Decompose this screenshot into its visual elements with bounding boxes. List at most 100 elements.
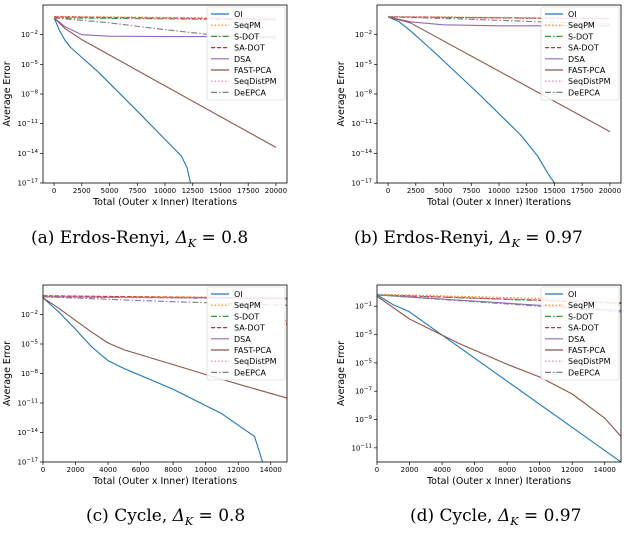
caption-a: (a) Erdos-Renyi, ΔK = 0.8: [31, 228, 248, 250]
y-tick-label: 10−11: [17, 119, 38, 128]
y-axis-label: Average Error: [336, 61, 347, 126]
y-axis-label: Average Error: [2, 61, 13, 126]
x-tick-label: 14000: [594, 466, 616, 474]
x-tick-label: 15000: [543, 187, 565, 195]
x-tick-label: 2500: [407, 187, 425, 195]
legend-label-dsa: DSA: [568, 55, 585, 64]
series-line-sa-dot: [377, 294, 621, 304]
y-tick-label: 10−11: [351, 443, 372, 452]
y-tick-label: 10−14: [17, 428, 38, 437]
legend-label-seqdistpm: SeqDistPM: [234, 77, 277, 86]
legend-label-seqdistpm: SeqDistPM: [568, 357, 611, 366]
x-tick-label: 6000: [132, 466, 150, 474]
legend-label-oi: OI: [568, 290, 577, 299]
series-line-sa-dot: [54, 16, 276, 20]
series-line-fast-pca: [377, 295, 621, 437]
x-axis-label: Total (Outer x Inner) Iterations: [92, 197, 237, 208]
x-axis-label: Total (Outer x Inner) Iterations: [92, 476, 237, 487]
x-tick-label: 10000: [154, 187, 176, 195]
y-tick-label: 10−2: [21, 310, 38, 319]
y-axis-label: Average Error: [2, 341, 13, 406]
legend-label-seqpm: SeqPM: [568, 301, 595, 310]
legend-label-s-dot: S-DOT: [234, 32, 259, 41]
panel-a: 0 2500 5000 7500 10000 12500 15000 17500 20000 10…: [2, 4, 288, 208]
x-tick-label: 7500: [128, 187, 146, 195]
x-tick-label: 12000: [227, 466, 249, 474]
x-tick-label: 17500: [237, 187, 259, 195]
x-tick-label: 8000: [498, 466, 516, 474]
y-tick-label: 10−8: [355, 90, 373, 99]
legend-label-sa-dot: SA-DOT: [234, 324, 265, 333]
legend-label-oi: OI: [234, 290, 243, 299]
legend-label-oi: OI: [568, 10, 577, 19]
legend-label-oi: OI: [234, 10, 243, 19]
series-line-oi: [43, 297, 264, 462]
legend-label-sa-dot: SA-DOT: [568, 324, 599, 333]
series-line-sa-dot: [388, 16, 610, 20]
panel-d: 0 2000 4000 6000 8000 10000 12000 14000 10−1 10−3…: [336, 284, 622, 487]
y-tick-label: 10−14: [351, 149, 372, 158]
y-tick-label: 10−5: [21, 60, 39, 69]
legend-label-deepca: DeEPCA: [568, 368, 601, 377]
series-line-fast-pca: [43, 297, 287, 399]
y-tick-label: 10−3: [355, 330, 373, 339]
y-tick-label: 10−1: [355, 302, 372, 311]
x-tick-label: 20000: [265, 187, 287, 195]
legend: OI SeqPM S-DOT SA-DOT DSA FAST-PCA SeqDistPM De…: [206, 6, 286, 101]
y-axis-label: Average Error: [336, 341, 347, 406]
legend-label-dsa: DSA: [234, 55, 251, 64]
caption-c: (c) Cycle, ΔK = 0.8: [86, 506, 245, 528]
y-tick-label: 10−8: [21, 369, 39, 378]
x-tick-label: 14000: [260, 466, 282, 474]
y-tick-label: 10−17: [17, 179, 38, 188]
x-tick-label: 4000: [99, 466, 117, 474]
legend-label-fast-pca: FAST-PCA: [234, 66, 272, 75]
x-tick-label: 10000: [195, 466, 217, 474]
x-tick-label: 12000: [561, 466, 583, 474]
x-tick-label: 6000: [466, 466, 484, 474]
legend-label-deepca: DeEPCA: [568, 88, 601, 97]
x-tick-label: 0: [41, 466, 45, 474]
axes-frame: [376, 284, 622, 463]
x-tick-label: 5000: [101, 187, 119, 195]
y-tick-label: 10−5: [355, 60, 373, 69]
legend-label-fast-pca: FAST-PCA: [234, 346, 272, 355]
series-line-fast-pca: [53, 17, 277, 148]
legend: OI SeqPM S-DOT SA-DOT DSA FAST-PCA SeqDistPM De…: [540, 6, 620, 101]
x-tick-label: 0: [52, 187, 56, 195]
y-tick-label: 10−5: [355, 358, 373, 367]
legend-label-deepca: DeEPCA: [234, 88, 267, 97]
y-tick-label: 10−8: [21, 90, 39, 99]
series-line-dsa: [53, 17, 276, 38]
series-line-oi: [53, 17, 192, 183]
caption-b: (b) Erdos-Renyi, ΔK = 0.97: [354, 228, 583, 250]
legend-label-seqpm: SeqPM: [234, 21, 261, 30]
y-tick-label: 10−2: [21, 30, 38, 39]
legend-label-fast-pca: FAST-PCA: [568, 66, 606, 75]
legend-label-seqpm: SeqPM: [234, 301, 261, 310]
legend-label-dsa: DSA: [568, 335, 585, 344]
legend-label-dsa: DSA: [234, 335, 251, 344]
legend-label-sa-dot: SA-DOT: [568, 44, 599, 53]
x-tick-label: 10000: [488, 187, 510, 195]
x-tick-label: 10000: [529, 466, 551, 474]
y-tick-label: 10−11: [351, 119, 372, 128]
legend: OI SeqPM S-DOT SA-DOT DSA FAST-PCA SeqDistPM De…: [540, 286, 620, 381]
x-tick-label: 20000: [599, 187, 621, 195]
series-line-oi: [387, 16, 555, 183]
legend-label-sa-dot: SA-DOT: [234, 44, 265, 53]
x-tick-label: 2500: [73, 187, 91, 195]
x-tick-label: 2000: [401, 466, 419, 474]
legend-label-s-dot: S-DOT: [568, 312, 593, 321]
x-axis-label: Total (Outer x Inner) Iterations: [426, 476, 571, 487]
x-tick-label: 7500: [462, 187, 480, 195]
legend-label-s-dot: S-DOT: [568, 32, 593, 41]
legend-label-s-dot: S-DOT: [234, 312, 259, 321]
x-axis-label: Total (Outer x Inner) Iterations: [426, 197, 571, 208]
legend-label-fast-pca: FAST-PCA: [568, 346, 606, 355]
series-line-oi: [377, 294, 621, 462]
x-tick-label: 5000: [435, 187, 453, 195]
x-tick-label: 4000: [433, 466, 451, 474]
y-tick-label: 10−9: [355, 415, 373, 424]
caption-d: (d) Cycle, ΔK = 0.97: [410, 506, 581, 528]
